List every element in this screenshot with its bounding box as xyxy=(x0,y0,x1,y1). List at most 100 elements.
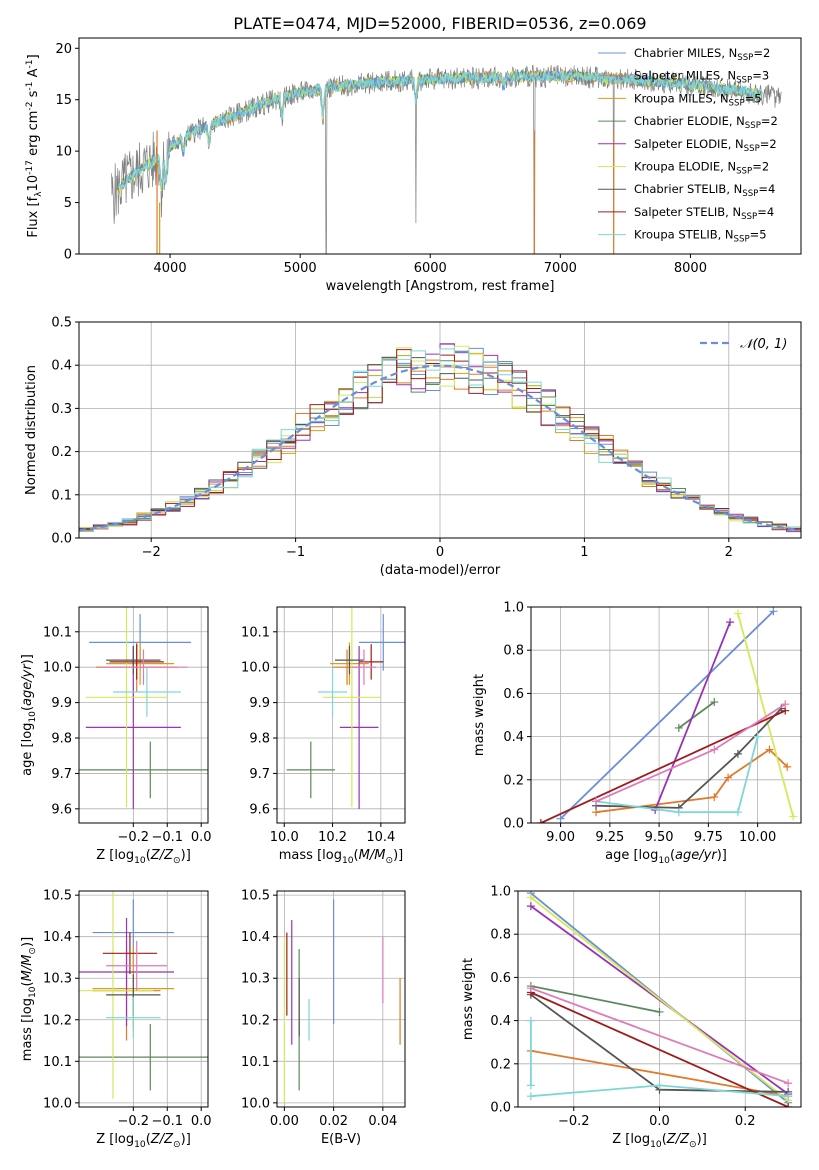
label-fragment: erg cm xyxy=(26,111,41,160)
x-tick-label: −1 xyxy=(286,545,305,560)
label-fragment: ( xyxy=(146,848,151,863)
label-fragment: Z [log xyxy=(612,1132,650,1147)
x-axis-label: Z [log10(Z/Z⊙)] xyxy=(96,1132,191,1150)
x-tick-label: 0.04 xyxy=(368,1114,397,1129)
y-tick-label: 10.5 xyxy=(43,889,72,904)
y-tick-label: 9.9 xyxy=(51,696,72,711)
y-tick-label: 9.7 xyxy=(51,767,72,782)
y-tick-label: 9.8 xyxy=(51,732,72,747)
x-tick-label: 7000 xyxy=(544,261,577,276)
y-tick-label: 9.9 xyxy=(249,696,270,711)
label-fragment: ⊙ xyxy=(28,947,38,955)
y-tick-label: 15 xyxy=(55,93,72,108)
label-fragment: λ xyxy=(34,191,44,197)
plot-area xyxy=(283,899,401,1103)
label-fragment: )] xyxy=(717,848,727,863)
y-tick-label: 0.5 xyxy=(51,316,72,331)
y-tick-label: 0.1 xyxy=(51,488,72,503)
y-tick-label: 0.2 xyxy=(51,445,72,460)
weight-marker xyxy=(674,808,683,817)
weight-marker xyxy=(655,1081,664,1090)
chart-age_vs_Z: −0.2 −0.1 0.09.69.79.89.910.010.1Z [log10(… xyxy=(20,606,212,866)
weight-marker xyxy=(753,732,762,741)
x-axis-label: E(B-V) xyxy=(321,1132,361,1147)
x-axis-label: (data-model)/error xyxy=(380,563,501,578)
legend: 𝒩(0, 1) xyxy=(700,337,787,352)
x-tick-label: 5000 xyxy=(284,261,317,276)
weight-line xyxy=(559,610,775,820)
y-tick-label: 10.1 xyxy=(43,625,72,640)
legend-suffix: =2 xyxy=(752,160,769,174)
weight-marker xyxy=(526,902,535,911)
weight-marker xyxy=(784,1079,793,1088)
y-tick-label: 10.4 xyxy=(241,930,270,945)
legend-text: Salpeter ELODIE, N xyxy=(634,137,744,151)
label-fragment: 10 xyxy=(650,1140,662,1150)
x-tick-label: 9.25 xyxy=(595,830,624,845)
label-fragment: ( xyxy=(20,981,35,986)
legend-text: Kroupa ELODIE, N xyxy=(634,160,736,174)
x-tick-label: −0.2 xyxy=(118,830,150,845)
label-fragment: Z [log xyxy=(96,848,134,863)
weight-marker xyxy=(726,618,735,627)
legend-subscript: SSP xyxy=(737,53,753,63)
label-fragment: Z/Z xyxy=(150,1132,174,1147)
plot-area xyxy=(286,607,405,809)
y-tick-label: 0.4 xyxy=(51,359,72,374)
legend-suffix: =4 xyxy=(758,182,775,196)
label-fragment: ( xyxy=(20,706,35,711)
chart-weight_vs_Z: −0.2 0.0 0.2 0.0 0.2 0.4 0.6 0.8 1.0 Z [log10(Z/Z… xyxy=(461,885,802,1150)
plot-area xyxy=(111,64,782,254)
label-fragment: )] xyxy=(393,848,403,863)
y-tick-label: 1.0 xyxy=(490,885,511,900)
label-fragment: mass [log xyxy=(279,848,342,863)
x-tick-label: 0.0 xyxy=(191,1114,212,1129)
label-fragment: ( xyxy=(146,1132,151,1147)
label-fragment: 𝒩(0, 1) xyxy=(740,337,787,352)
normal-curve xyxy=(79,364,801,532)
x-tick-label: −0.1 xyxy=(151,1114,183,1129)
y-tick-label: 10.3 xyxy=(241,972,270,987)
y-tick-label: 9.7 xyxy=(249,767,270,782)
figure-title: PLATE=0474, MJD=52000, FIBERID=0536, z=0… xyxy=(233,14,646,33)
weight-marker xyxy=(592,797,601,806)
legend-label: Kroupa ELODIE, NSSP=2 xyxy=(634,160,769,177)
chart-age_vs_mass: 10.0 10.2 10.4 9.6 9.7 9.8 9.9 10.0 10.1 mass [lo… xyxy=(241,606,406,866)
y-tick-label: 9.6 xyxy=(249,802,270,817)
legend-text: Salpeter STELIB, N xyxy=(634,205,741,219)
weight-marker xyxy=(526,893,535,902)
chart-spectrum: 4000 5000 6000 7000 8000 0 5 10 15 20 wavelength [… xyxy=(25,37,802,294)
weight-marker xyxy=(710,698,719,707)
y-tick-label: 10 xyxy=(55,145,72,160)
label-fragment: ( xyxy=(354,848,359,863)
label-fragment: mass weight xyxy=(461,958,476,1040)
y-axis-label: age [log10(age/yr)] xyxy=(20,654,38,776)
y-axis-label: mass weight xyxy=(461,958,476,1040)
weight-line xyxy=(530,991,789,1107)
y-tick-label: 0.0 xyxy=(490,1101,511,1116)
legend-label: 𝒩(0, 1) xyxy=(740,337,787,352)
y-tick-label: 9.6 xyxy=(51,802,72,817)
x-tick-label: 10.0 xyxy=(270,830,299,845)
x-tick-label: −0.1 xyxy=(151,830,183,845)
y-tick-label: 0.6 xyxy=(490,971,511,986)
y-tick-label: 0 xyxy=(64,248,72,263)
y-tick-label: 0.0 xyxy=(503,817,524,832)
y-tick-label: 10.1 xyxy=(241,625,270,640)
weight-marker xyxy=(526,984,535,993)
weight-line xyxy=(530,987,789,1085)
label-fragment: )] xyxy=(181,1132,191,1147)
x-tick-label: −0.2 xyxy=(558,1114,590,1129)
legend-subscript: SSP xyxy=(744,144,760,154)
weight-marker xyxy=(733,749,742,758)
weight-marker xyxy=(784,1092,793,1101)
label-fragment: 10 xyxy=(28,711,38,723)
weight-marker xyxy=(526,1092,535,1101)
axes-frame xyxy=(78,37,802,255)
label-fragment: -1 xyxy=(25,59,35,68)
y-axis-label: mass [log10(M/M⊙)] xyxy=(20,937,38,1061)
weight-marker xyxy=(765,745,774,754)
x-tick-label: 10.4 xyxy=(366,830,395,845)
plot-area xyxy=(79,607,208,809)
y-tick-label: 1.0 xyxy=(503,601,524,616)
